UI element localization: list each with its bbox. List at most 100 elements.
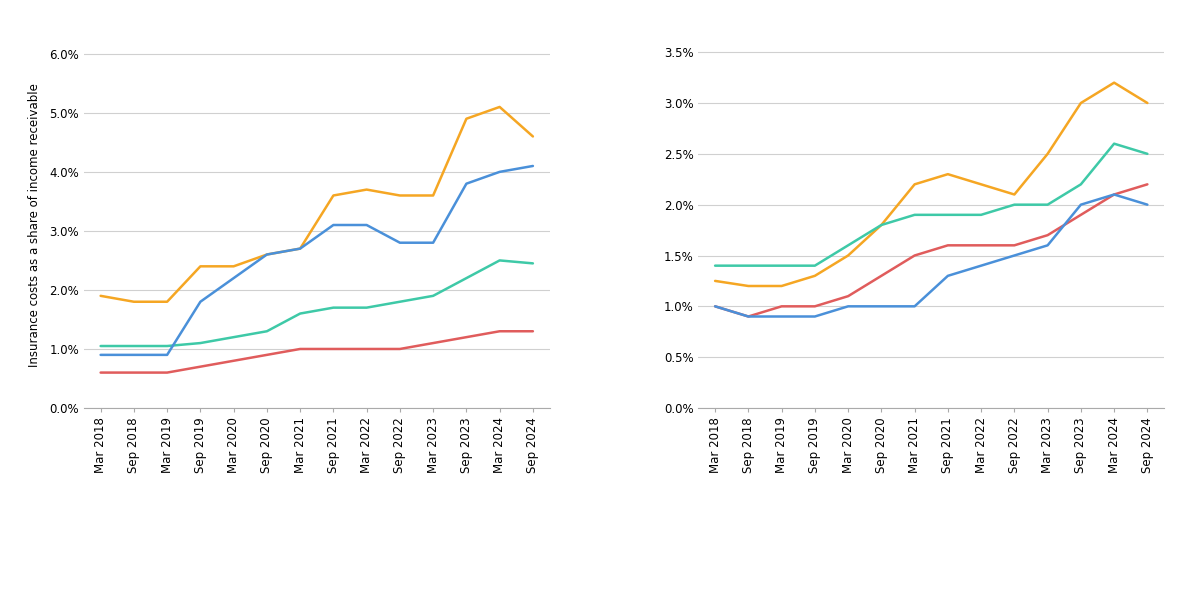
Office xyxy=(1106,191,1121,198)
Apartment xyxy=(742,283,756,290)
Chicago xyxy=(94,369,108,376)
Apartment xyxy=(974,181,989,188)
Overall index xyxy=(426,292,440,299)
Office xyxy=(1040,242,1055,249)
Retail xyxy=(1106,191,1121,198)
Line: Industrial: Industrial xyxy=(715,143,1147,266)
Retail xyxy=(941,242,955,249)
Chicago xyxy=(492,328,506,335)
Apartment xyxy=(774,283,788,290)
Orlando xyxy=(160,298,174,305)
Office xyxy=(1140,201,1154,208)
Apartment xyxy=(907,181,922,188)
Chicago xyxy=(426,340,440,347)
Orlando xyxy=(293,245,307,252)
Industrial xyxy=(974,211,989,218)
Tampa xyxy=(392,239,407,247)
Industrial xyxy=(1007,201,1021,208)
Orlando xyxy=(227,263,241,270)
Tampa xyxy=(426,239,440,247)
Overall index xyxy=(526,260,540,267)
Industrial xyxy=(907,211,922,218)
Orlando xyxy=(526,133,540,140)
Chicago xyxy=(360,346,374,353)
Orlando xyxy=(392,192,407,199)
Chicago xyxy=(193,363,208,370)
Apartment xyxy=(841,252,856,259)
Apartment xyxy=(941,170,955,178)
Tampa xyxy=(160,351,174,358)
Overall index xyxy=(360,304,374,311)
Office xyxy=(841,303,856,310)
Orlando xyxy=(460,115,474,122)
Tampa xyxy=(360,221,374,229)
Retail xyxy=(742,313,756,320)
Retail xyxy=(1007,242,1021,249)
Chicago xyxy=(526,328,540,335)
Chicago xyxy=(127,369,142,376)
Office xyxy=(708,303,722,310)
Industrial xyxy=(774,262,788,269)
Chicago xyxy=(259,351,274,358)
Chicago xyxy=(326,346,341,353)
Office xyxy=(774,313,788,320)
Apartment xyxy=(1074,100,1088,107)
Office xyxy=(941,272,955,280)
Office xyxy=(742,313,756,320)
Retail xyxy=(874,272,888,280)
Tampa xyxy=(526,163,540,170)
Chicago xyxy=(460,334,474,341)
Industrial xyxy=(1106,140,1121,147)
Retail xyxy=(1140,181,1154,188)
Industrial xyxy=(841,242,856,249)
Orlando xyxy=(94,292,108,299)
Office xyxy=(1007,252,1021,259)
Tampa xyxy=(127,351,142,358)
Office xyxy=(808,313,822,320)
Chicago xyxy=(227,357,241,364)
Industrial xyxy=(708,262,722,269)
Line: Orlando: Orlando xyxy=(101,107,533,302)
Tampa xyxy=(293,245,307,252)
Orlando xyxy=(127,298,142,305)
Retail xyxy=(841,293,856,300)
Orlando xyxy=(259,251,274,258)
Retail xyxy=(1074,211,1088,218)
Tampa xyxy=(94,351,108,358)
Overall index xyxy=(94,343,108,350)
Apartment xyxy=(1040,150,1055,157)
Line: Overall index: Overall index xyxy=(101,260,533,346)
Orlando xyxy=(492,103,506,110)
Industrial xyxy=(874,221,888,229)
Overall index xyxy=(293,310,307,317)
Line: Retail: Retail xyxy=(715,184,1147,317)
Office xyxy=(974,262,989,269)
Office xyxy=(907,303,922,310)
Industrial xyxy=(1040,201,1055,208)
Overall index xyxy=(492,257,506,264)
Overall index xyxy=(160,343,174,350)
Orlando xyxy=(326,192,341,199)
Tampa xyxy=(259,251,274,258)
Industrial xyxy=(941,211,955,218)
Apartment xyxy=(1106,79,1121,86)
Overall index xyxy=(127,343,142,350)
Retail xyxy=(907,252,922,259)
Overall index xyxy=(392,298,407,305)
Retail xyxy=(974,242,989,249)
Tampa xyxy=(193,298,208,305)
Tampa xyxy=(492,168,506,175)
Industrial xyxy=(1074,181,1088,188)
Retail xyxy=(774,303,788,310)
Overall index xyxy=(460,275,474,282)
Industrial xyxy=(808,262,822,269)
Office xyxy=(874,303,888,310)
Line: Tampa: Tampa xyxy=(101,166,533,355)
Retail xyxy=(808,303,822,310)
Chicago xyxy=(160,369,174,376)
Tampa xyxy=(460,180,474,187)
Retail xyxy=(1040,232,1055,239)
Orlando xyxy=(193,263,208,270)
Overall index xyxy=(227,334,241,341)
Overall index xyxy=(193,340,208,347)
